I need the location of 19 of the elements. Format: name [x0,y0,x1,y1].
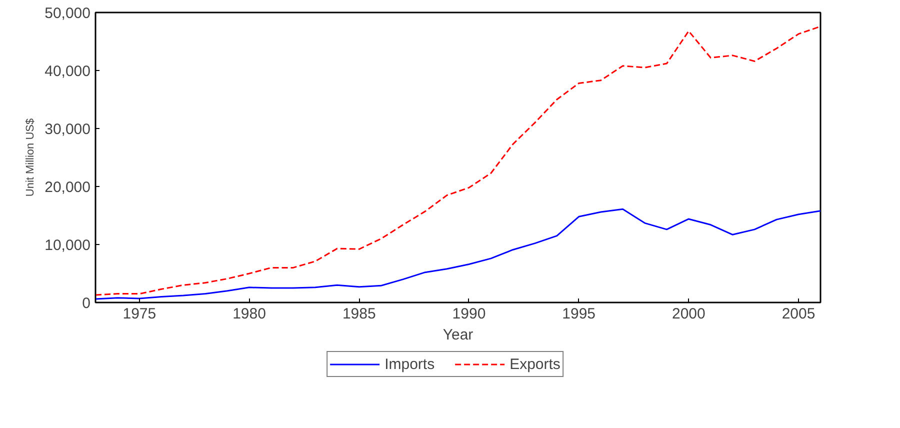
legend-label: Imports [384,356,435,372]
x-tick-label: 2005 [782,306,816,322]
y-axis-title: Unit Million US$ [24,118,37,197]
y-tick-label: 50,000 [44,5,91,22]
x-tick-label: 1980 [232,306,266,322]
x-tick-label: 1975 [122,306,156,322]
line-series [96,208,820,300]
legend-label: Exports [510,356,560,372]
y-tick-label: 0 [82,295,90,312]
x-tick-label: 1990 [452,306,486,322]
line-series [96,26,820,296]
x-axis-title: Year [442,326,474,344]
x-tick-label: 2000 [672,306,706,322]
y-tick-label: 20,000 [44,179,91,196]
y-tick-label: 40,000 [44,63,91,80]
x-tick-label: 1985 [342,306,376,322]
x-tick-label: 1995 [562,306,596,322]
y-tick-label: 30,000 [44,121,91,138]
y-tick-label: 10,000 [44,237,91,254]
